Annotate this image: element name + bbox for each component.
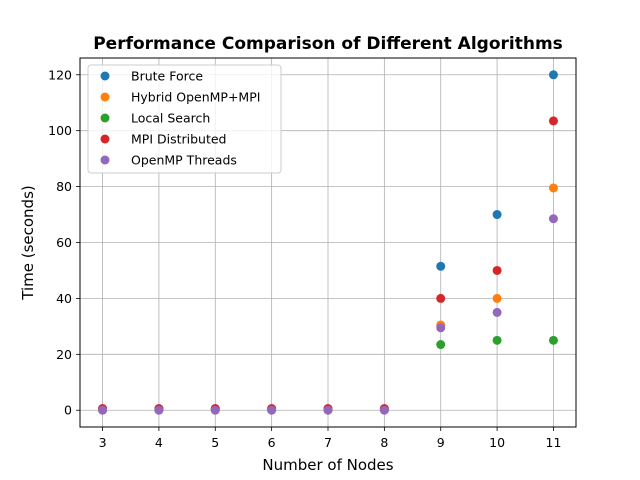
- x-axis-label: Number of Nodes: [262, 456, 393, 474]
- data-point: [492, 335, 502, 345]
- legend-label: Hybrid OpenMP+MPI: [131, 90, 260, 105]
- data-point: [436, 340, 446, 350]
- legend-marker: [100, 155, 110, 165]
- x-tick-label: 5: [211, 435, 219, 450]
- legend-label: OpenMP Threads: [131, 153, 237, 168]
- y-tick-label: 100: [48, 123, 72, 138]
- x-tick-label: 4: [155, 435, 163, 450]
- legend-label: Local Search: [131, 111, 210, 126]
- y-tick-label: 120: [48, 67, 72, 82]
- data-point: [548, 214, 558, 224]
- x-tick-label: 11: [546, 435, 562, 450]
- data-point: [436, 261, 446, 271]
- legend-marker: [100, 134, 110, 144]
- x-tick-label: 8: [380, 435, 388, 450]
- x-tick-label: 7: [324, 435, 332, 450]
- data-point: [323, 405, 333, 415]
- y-tick-label: 0: [64, 403, 72, 418]
- x-tick-label: 3: [99, 435, 107, 450]
- chart-title: Performance Comparison of Different Algo…: [93, 34, 563, 54]
- data-point: [267, 405, 277, 415]
- data-point: [98, 405, 108, 415]
- y-tick-label: 20: [56, 347, 72, 362]
- legend-marker: [100, 92, 110, 102]
- data-point: [492, 210, 502, 220]
- data-point: [548, 70, 558, 80]
- data-points: [98, 70, 558, 415]
- data-point: [548, 116, 558, 126]
- data-point: [210, 405, 220, 415]
- data-point: [492, 265, 502, 275]
- x-tick-label: 6: [268, 435, 276, 450]
- legend: Brute Force Hybrid OpenMP+MPI Local Search…: [87, 64, 282, 174]
- x-tick-label: 10: [489, 435, 505, 450]
- data-point: [436, 293, 446, 303]
- legend-label: Brute Force: [131, 69, 203, 84]
- legend-marker: [100, 71, 110, 81]
- data-point: [379, 405, 389, 415]
- legend-label: MPI Distributed: [131, 132, 227, 147]
- data-point: [436, 323, 446, 333]
- y-tick-label: 60: [56, 235, 72, 250]
- y-tick-label: 40: [56, 291, 72, 306]
- y-axis-label: Time (seconds): [19, 185, 37, 301]
- legend-marker: [100, 113, 110, 123]
- data-point: [492, 293, 502, 303]
- axis-ticks: 3 4 5 6 7 8 9 10 11 0 20 40 60 80 100 120: [48, 67, 561, 450]
- data-point: [492, 307, 502, 317]
- legend-box: [87, 64, 282, 174]
- data-point: [548, 183, 558, 193]
- x-tick-label: 9: [437, 435, 445, 450]
- y-tick-label: 80: [56, 179, 72, 194]
- data-point: [548, 335, 558, 345]
- data-point: [154, 405, 164, 415]
